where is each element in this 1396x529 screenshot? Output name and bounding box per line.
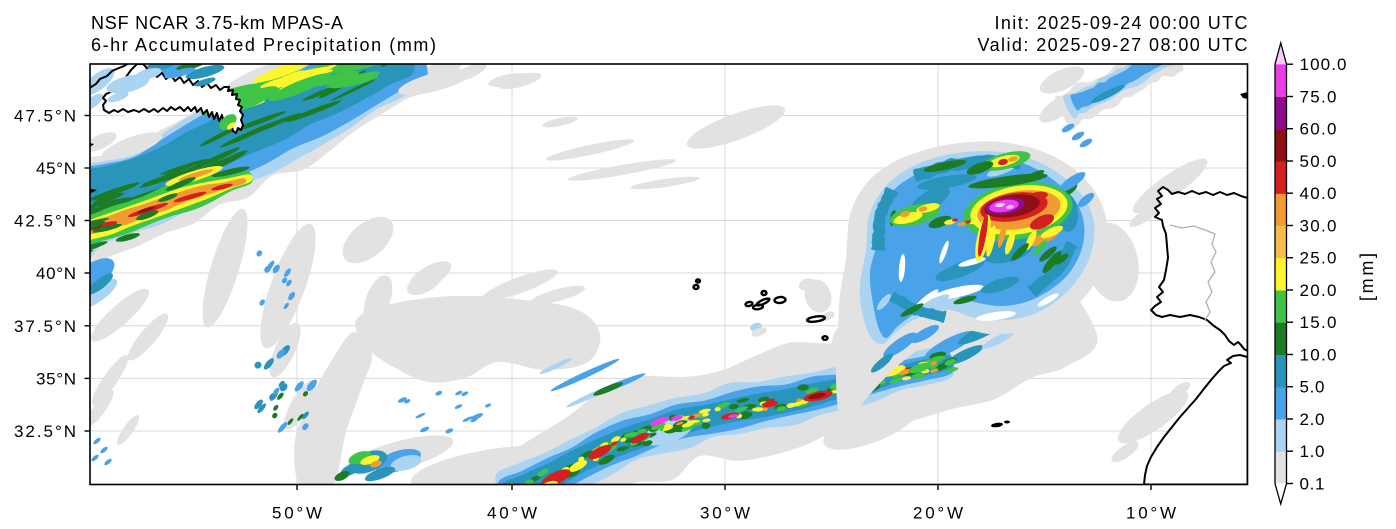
svg-text:10°W: 10°W [1126, 504, 1176, 523]
svg-text:NSF NCAR 3.75-km MPAS-A: NSF NCAR 3.75-km MPAS-A [91, 13, 343, 33]
svg-text:2.0: 2.0 [1300, 410, 1325, 429]
svg-text:35°N: 35°N [36, 369, 76, 388]
svg-text:1.0: 1.0 [1300, 442, 1325, 461]
svg-text:5.0: 5.0 [1300, 378, 1325, 397]
svg-text:15.0: 15.0 [1300, 313, 1337, 332]
svg-text:37.5°N: 37.5°N [14, 317, 76, 336]
svg-text:40°N: 40°N [36, 264, 76, 283]
svg-text:60.0: 60.0 [1300, 120, 1337, 139]
svg-text:30.0: 30.0 [1300, 217, 1337, 236]
svg-text:32.5°N: 32.5°N [14, 422, 76, 441]
svg-text:47.5°N: 47.5°N [14, 107, 76, 126]
svg-text:50°W: 50°W [272, 504, 322, 523]
svg-text:50.0: 50.0 [1300, 152, 1337, 171]
svg-text:6-hr Accumulated Precipitation: 6-hr Accumulated Precipitation (mm) [91, 35, 436, 55]
svg-text:20.0: 20.0 [1300, 281, 1337, 300]
svg-text:30°W: 30°W [700, 504, 750, 523]
svg-text:75.0: 75.0 [1300, 88, 1337, 107]
svg-text:45°N: 45°N [36, 159, 76, 178]
svg-text:40.0: 40.0 [1300, 184, 1337, 203]
svg-text:10.0: 10.0 [1300, 346, 1337, 365]
svg-text:40°W: 40°W [487, 504, 537, 523]
svg-text:100.0: 100.0 [1300, 55, 1347, 74]
svg-text:42.5°N: 42.5°N [14, 212, 76, 231]
svg-text:0.1: 0.1 [1300, 475, 1325, 494]
svg-text:25.0: 25.0 [1300, 249, 1337, 268]
svg-text:Valid: 2025-09-27 08:00 UTC: Valid: 2025-09-27 08:00 UTC [978, 35, 1248, 55]
svg-text:20°W: 20°W [913, 504, 963, 523]
svg-text:Init: 2025-09-24 00:00 UTC: Init: 2025-09-24 00:00 UTC [995, 13, 1248, 33]
